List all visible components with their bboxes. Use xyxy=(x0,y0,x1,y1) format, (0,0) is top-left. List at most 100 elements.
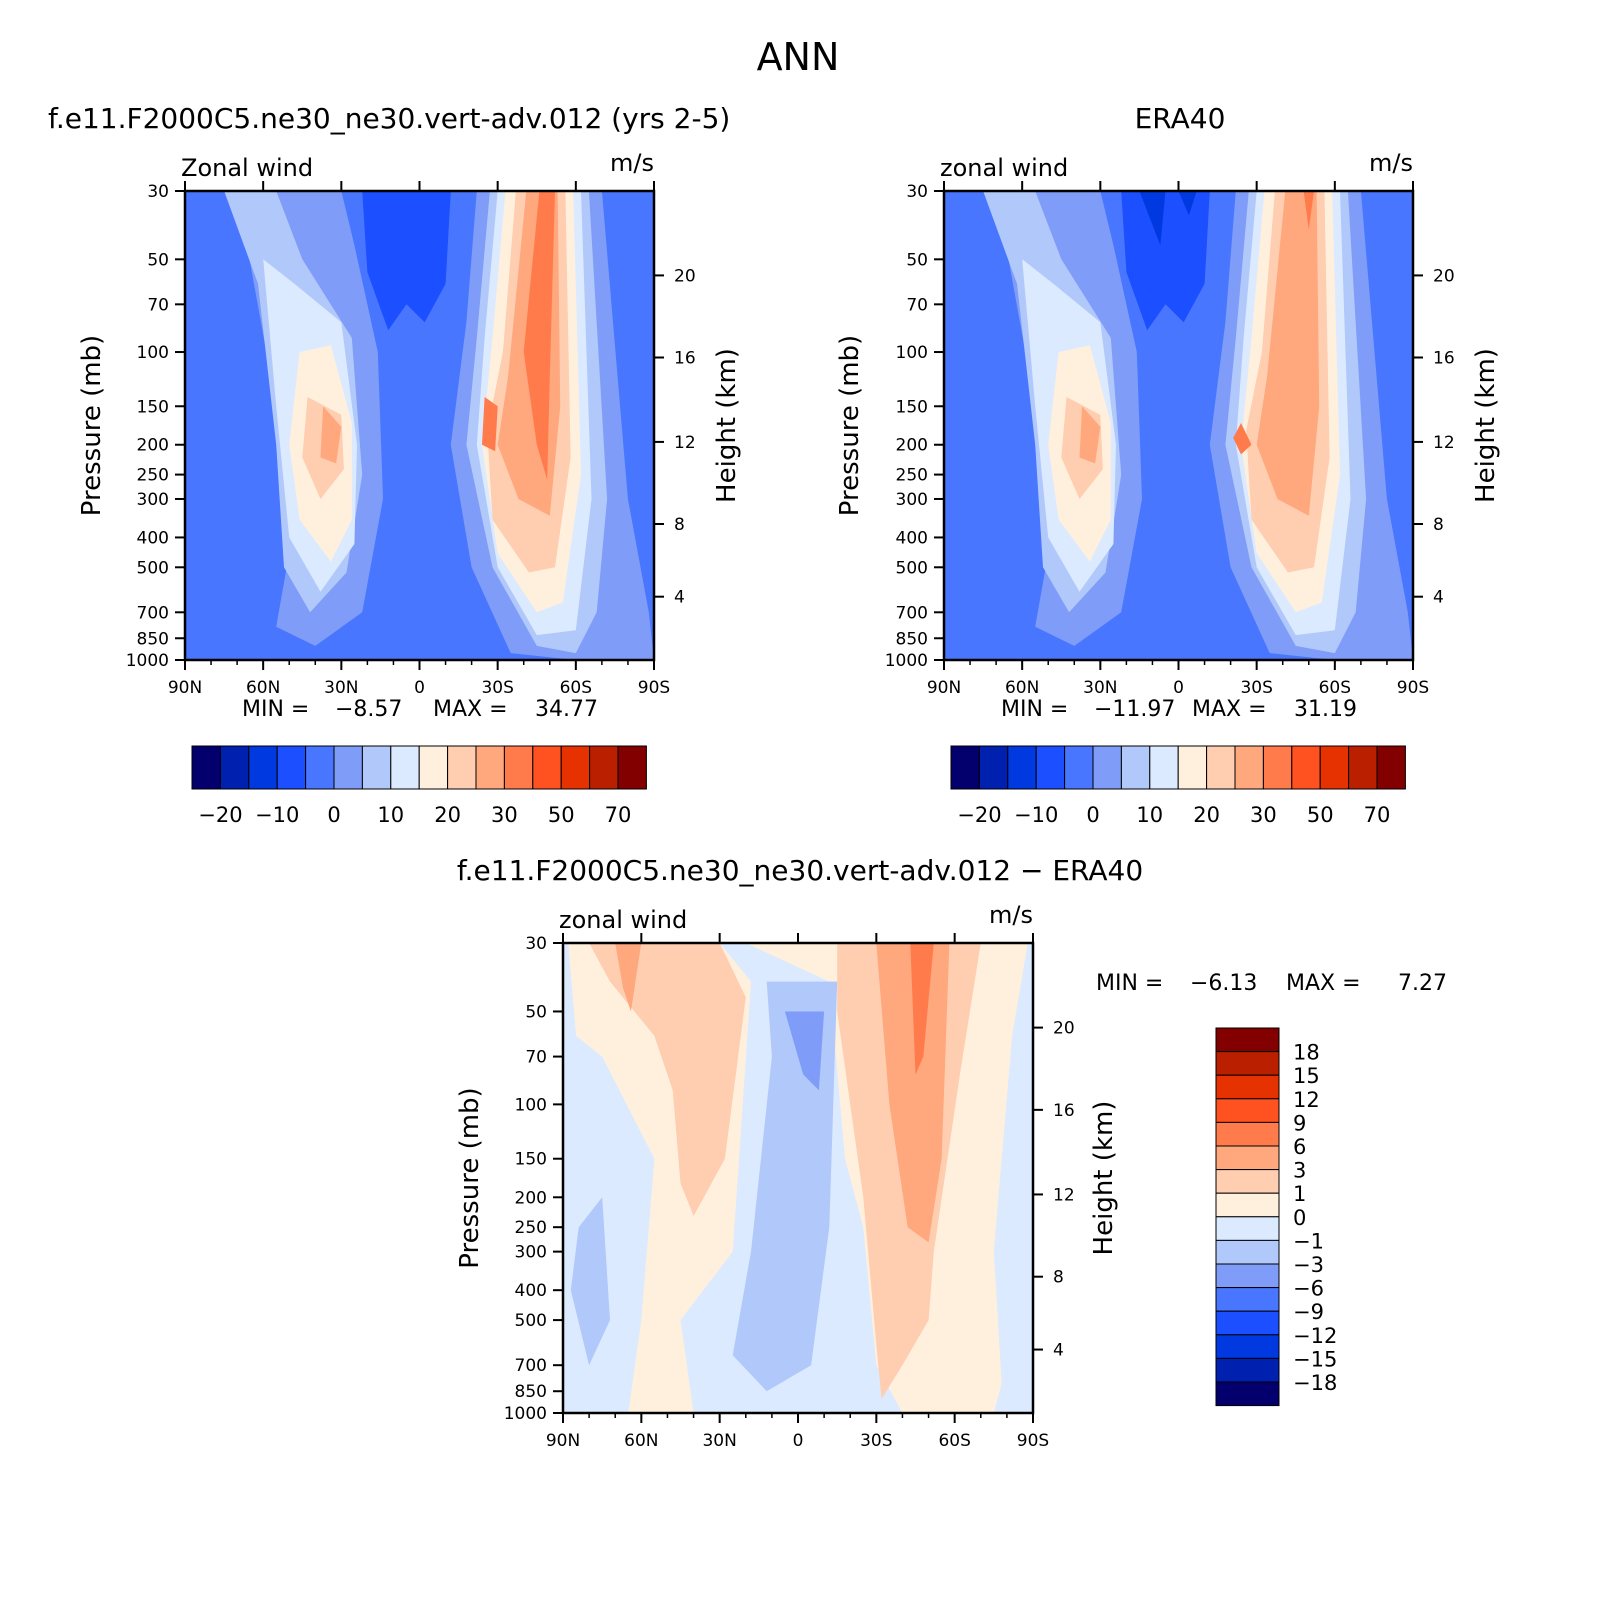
height-tick-label: 20 xyxy=(1433,266,1455,286)
positive-north-3 xyxy=(615,943,642,1012)
y-tick-label: 50 xyxy=(147,250,169,270)
colorbar-box xyxy=(1348,745,1378,790)
colorbar-label: 70 xyxy=(1364,803,1391,827)
y-tick-label: 1000 xyxy=(504,1404,547,1424)
colorbar-label: 50 xyxy=(548,803,575,827)
y-tick-label: 500 xyxy=(137,558,169,578)
colorbar-box xyxy=(1215,1074,1280,1100)
y-tick-label: 30 xyxy=(147,182,169,202)
height-tick-label: 12 xyxy=(674,433,696,453)
x-tick-label: 30N xyxy=(324,678,358,698)
y-tick-label: 850 xyxy=(896,629,928,649)
y-tick-label: 300 xyxy=(137,490,169,510)
y-tick-label: 250 xyxy=(896,466,928,486)
colorbar-label: 1 xyxy=(1293,1182,1306,1206)
height-tick-label: 4 xyxy=(674,588,685,608)
x-tick-label: 60N xyxy=(1005,678,1039,698)
y-tick-label: 850 xyxy=(515,1382,547,1402)
min-label: MIN = xyxy=(1001,697,1068,722)
sh-jet-core xyxy=(482,397,498,452)
colorbar-box xyxy=(1215,1121,1280,1147)
y-tick-label: 150 xyxy=(896,397,928,417)
colorbar-label: −20 xyxy=(957,803,1001,827)
colorbar-box xyxy=(1064,745,1094,790)
height-axis-label: Height (km) xyxy=(712,348,742,503)
x-tick-label: 90N xyxy=(927,678,961,698)
colorbar-box xyxy=(1215,1334,1280,1359)
height-tick-label: 8 xyxy=(674,515,685,535)
colorbar-label: −6 xyxy=(1293,1277,1324,1301)
colorbar-label: 20 xyxy=(434,803,461,827)
colorbar-label: 30 xyxy=(1250,803,1277,827)
contour-fill xyxy=(944,191,1413,660)
x-tick-label: 90S xyxy=(1017,1431,1049,1451)
colorbar-box xyxy=(1120,745,1151,790)
colorbar-box xyxy=(950,745,980,790)
x-tick-label: 60S xyxy=(938,1431,970,1451)
height-tick-label: 20 xyxy=(1053,1019,1075,1039)
height-axis-label: Height (km) xyxy=(1471,348,1501,503)
field-label: zonal wind xyxy=(559,906,687,934)
y-tick-label: 250 xyxy=(137,466,169,486)
difference-zonal-wind-panel: 305070100150200250300400500700850100090N… xyxy=(455,854,1447,1451)
y-tick-label: 70 xyxy=(147,295,169,315)
max-label: MAX = xyxy=(433,697,508,722)
colorbar-box xyxy=(1007,745,1037,790)
figure-title: ANN xyxy=(757,35,840,79)
y-tick-label: 300 xyxy=(896,490,928,510)
x-tick-label: 0 xyxy=(1173,678,1184,698)
easterly-core xyxy=(362,191,451,331)
colorbar-box xyxy=(305,745,335,790)
colorbar-box xyxy=(418,745,449,790)
x-tick-label: 30S xyxy=(1240,678,1272,698)
height-tick-label: 4 xyxy=(1433,588,1444,608)
max-value: 31.19 xyxy=(1294,697,1357,722)
colorbar-box xyxy=(1215,1216,1280,1241)
colorbar-box xyxy=(361,745,392,790)
nh-level-10 xyxy=(1079,406,1101,464)
y-tick-label: 1000 xyxy=(885,651,928,671)
nh-level-10 xyxy=(320,406,342,464)
colorbar-box xyxy=(532,745,562,790)
x-tick-label: 30N xyxy=(1083,678,1117,698)
colorbar-box xyxy=(191,745,221,790)
min-value: −11.97 xyxy=(1094,697,1175,722)
colorbar-box xyxy=(560,745,591,790)
colorbar-box xyxy=(276,745,307,790)
max-value: 7.27 xyxy=(1398,971,1447,996)
colorbar-box xyxy=(1291,745,1321,790)
height-tick-label: 8 xyxy=(1433,515,1444,535)
y-tick-label: 30 xyxy=(906,182,928,202)
colorbar-box xyxy=(589,745,619,790)
x-tick-label: 30S xyxy=(860,1431,892,1451)
contour-fill xyxy=(185,191,654,660)
y-tick-label: 70 xyxy=(525,1048,547,1068)
colorbar-box xyxy=(503,745,534,790)
colorbar-label: −10 xyxy=(1014,803,1058,827)
x-tick-label: 30S xyxy=(481,678,513,698)
y-tick-label: 400 xyxy=(137,528,169,548)
x-tick-label: 60S xyxy=(560,678,592,698)
pressure-axis-label: Pressure (mb) xyxy=(835,335,865,516)
y-tick-label: 70 xyxy=(906,295,928,315)
pressure-axis-label: Pressure (mb) xyxy=(77,335,107,516)
colorbar-box xyxy=(617,745,647,790)
colorbar-label: 9 xyxy=(1293,1111,1306,1135)
colorbar-box xyxy=(1215,1263,1280,1289)
x-tick-label: 90N xyxy=(546,1431,580,1451)
y-tick-label: 400 xyxy=(896,528,928,548)
colorbar-box xyxy=(1262,745,1293,790)
colorbar-label: −1 xyxy=(1293,1229,1324,1253)
x-tick-label: 90N xyxy=(168,678,202,698)
panel-title: ERA40 xyxy=(1135,102,1226,135)
panel-title: f.e11.F2000C5.ne30_ne30.vert-adv.012 (yr… xyxy=(48,102,730,135)
min-value: −8.57 xyxy=(335,697,402,722)
y-tick-label: 700 xyxy=(515,1356,547,1376)
era40-colorbar: −20 −10 0 10 20 30 50 70 xyxy=(950,745,1406,827)
positive-north-1 xyxy=(589,943,746,1216)
max-label: MAX = xyxy=(1286,971,1361,996)
colorbar-label: 0 xyxy=(327,803,340,827)
colorbar-label: 70 xyxy=(605,803,632,827)
negative-arctic xyxy=(570,1197,610,1366)
easterly-max-1 xyxy=(1139,191,1166,246)
